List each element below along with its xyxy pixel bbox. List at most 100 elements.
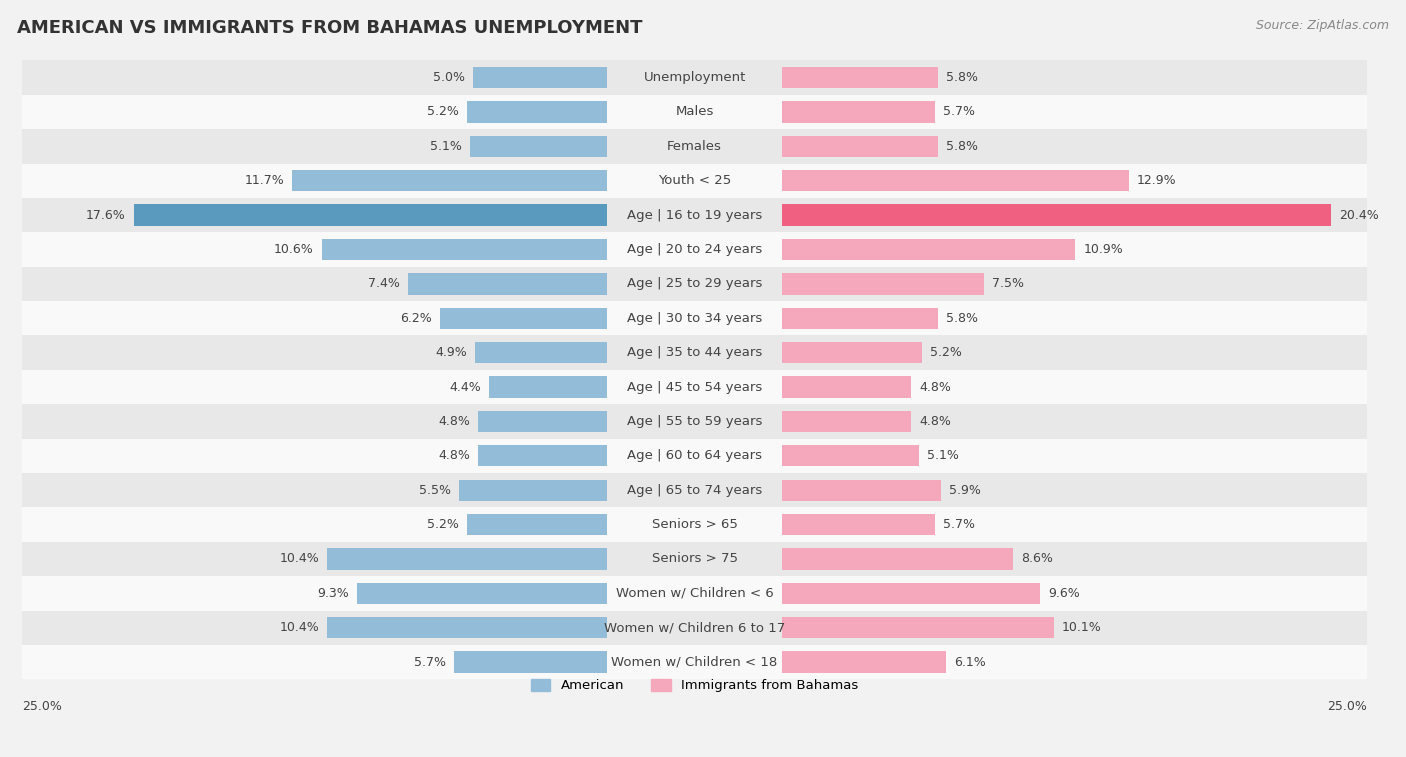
Bar (782, 583, 1040, 604)
Text: 9.6%: 9.6% (1049, 587, 1080, 600)
Bar (478, 445, 607, 466)
Bar (22, 266, 1367, 301)
Text: 10.4%: 10.4% (280, 553, 319, 565)
Bar (322, 239, 607, 260)
Text: 25.0%: 25.0% (22, 700, 62, 713)
Bar (22, 95, 1367, 129)
Text: Age | 20 to 24 years: Age | 20 to 24 years (627, 243, 762, 256)
Text: 5.7%: 5.7% (943, 518, 976, 531)
Text: 4.8%: 4.8% (439, 415, 470, 428)
Bar (782, 411, 911, 432)
Text: 12.9%: 12.9% (1137, 174, 1177, 187)
Text: 4.4%: 4.4% (449, 381, 481, 394)
Text: Women w/ Children 6 to 17: Women w/ Children 6 to 17 (605, 621, 785, 634)
Bar (782, 170, 1129, 192)
Text: 6.2%: 6.2% (401, 312, 432, 325)
Text: Age | 60 to 64 years: Age | 60 to 64 years (627, 450, 762, 463)
Text: 5.7%: 5.7% (413, 656, 446, 668)
Legend: American, Immigrants from Bahamas: American, Immigrants from Bahamas (526, 674, 863, 697)
Bar (22, 611, 1367, 645)
Bar (460, 479, 607, 501)
Text: 7.4%: 7.4% (368, 277, 399, 291)
Bar (782, 342, 922, 363)
Text: 5.1%: 5.1% (430, 140, 461, 153)
Text: 5.1%: 5.1% (928, 450, 959, 463)
Bar (22, 232, 1367, 266)
Bar (22, 129, 1367, 164)
Text: 4.8%: 4.8% (920, 381, 950, 394)
Bar (782, 307, 938, 329)
Text: 5.7%: 5.7% (943, 105, 976, 119)
Bar (782, 617, 1053, 638)
Bar (134, 204, 607, 226)
Bar (489, 376, 607, 397)
Text: AMERICAN VS IMMIGRANTS FROM BAHAMAS UNEMPLOYMENT: AMERICAN VS IMMIGRANTS FROM BAHAMAS UNEM… (17, 19, 643, 37)
Text: Age | 35 to 44 years: Age | 35 to 44 years (627, 346, 762, 359)
Text: 10.6%: 10.6% (274, 243, 314, 256)
Text: Males: Males (675, 105, 714, 119)
Text: Women w/ Children < 6: Women w/ Children < 6 (616, 587, 773, 600)
Bar (440, 307, 607, 329)
Bar (782, 101, 935, 123)
Bar (782, 136, 938, 157)
Text: 10.4%: 10.4% (280, 621, 319, 634)
Text: 6.1%: 6.1% (955, 656, 986, 668)
Text: Seniors > 75: Seniors > 75 (651, 553, 738, 565)
Text: 5.8%: 5.8% (946, 140, 979, 153)
Text: Age | 16 to 19 years: Age | 16 to 19 years (627, 209, 762, 222)
Bar (22, 438, 1367, 473)
Bar (467, 101, 607, 123)
Bar (782, 548, 1014, 569)
Text: 4.9%: 4.9% (436, 346, 467, 359)
Bar (22, 404, 1367, 438)
Bar (22, 301, 1367, 335)
Text: Age | 30 to 34 years: Age | 30 to 34 years (627, 312, 762, 325)
Text: 5.2%: 5.2% (427, 518, 460, 531)
Text: 5.5%: 5.5% (419, 484, 451, 497)
Bar (328, 617, 607, 638)
Text: 4.8%: 4.8% (920, 415, 950, 428)
Text: 5.9%: 5.9% (949, 484, 980, 497)
Text: 17.6%: 17.6% (86, 209, 125, 222)
Bar (782, 479, 941, 501)
Bar (22, 198, 1367, 232)
Text: 5.8%: 5.8% (946, 312, 979, 325)
Text: 9.3%: 9.3% (318, 587, 349, 600)
Bar (328, 548, 607, 569)
Text: Source: ZipAtlas.com: Source: ZipAtlas.com (1256, 19, 1389, 32)
Text: Women w/ Children < 18: Women w/ Children < 18 (612, 656, 778, 668)
Text: 10.1%: 10.1% (1062, 621, 1101, 634)
Bar (475, 342, 607, 363)
Bar (408, 273, 607, 294)
Bar (782, 652, 946, 673)
Bar (782, 67, 938, 89)
Text: Age | 25 to 29 years: Age | 25 to 29 years (627, 277, 762, 291)
Text: 5.2%: 5.2% (427, 105, 460, 119)
Text: Females: Females (666, 140, 723, 153)
Text: 11.7%: 11.7% (245, 174, 284, 187)
Text: 10.9%: 10.9% (1083, 243, 1123, 256)
Bar (472, 67, 607, 89)
Text: Age | 45 to 54 years: Age | 45 to 54 years (627, 381, 762, 394)
Bar (22, 473, 1367, 507)
Text: Unemployment: Unemployment (644, 71, 745, 84)
Bar (782, 204, 1331, 226)
Text: Age | 65 to 74 years: Age | 65 to 74 years (627, 484, 762, 497)
Text: 5.0%: 5.0% (433, 71, 464, 84)
Bar (22, 335, 1367, 370)
Text: 4.8%: 4.8% (439, 450, 470, 463)
Bar (782, 239, 1076, 260)
Bar (22, 370, 1367, 404)
Text: 25.0%: 25.0% (1327, 700, 1367, 713)
Bar (467, 514, 607, 535)
Bar (782, 273, 984, 294)
Bar (478, 411, 607, 432)
Bar (357, 583, 607, 604)
Text: Seniors > 65: Seniors > 65 (651, 518, 738, 531)
Text: Youth < 25: Youth < 25 (658, 174, 731, 187)
Text: 20.4%: 20.4% (1339, 209, 1379, 222)
Bar (22, 61, 1367, 95)
Text: 8.6%: 8.6% (1021, 553, 1053, 565)
Bar (22, 507, 1367, 542)
Bar (454, 652, 607, 673)
